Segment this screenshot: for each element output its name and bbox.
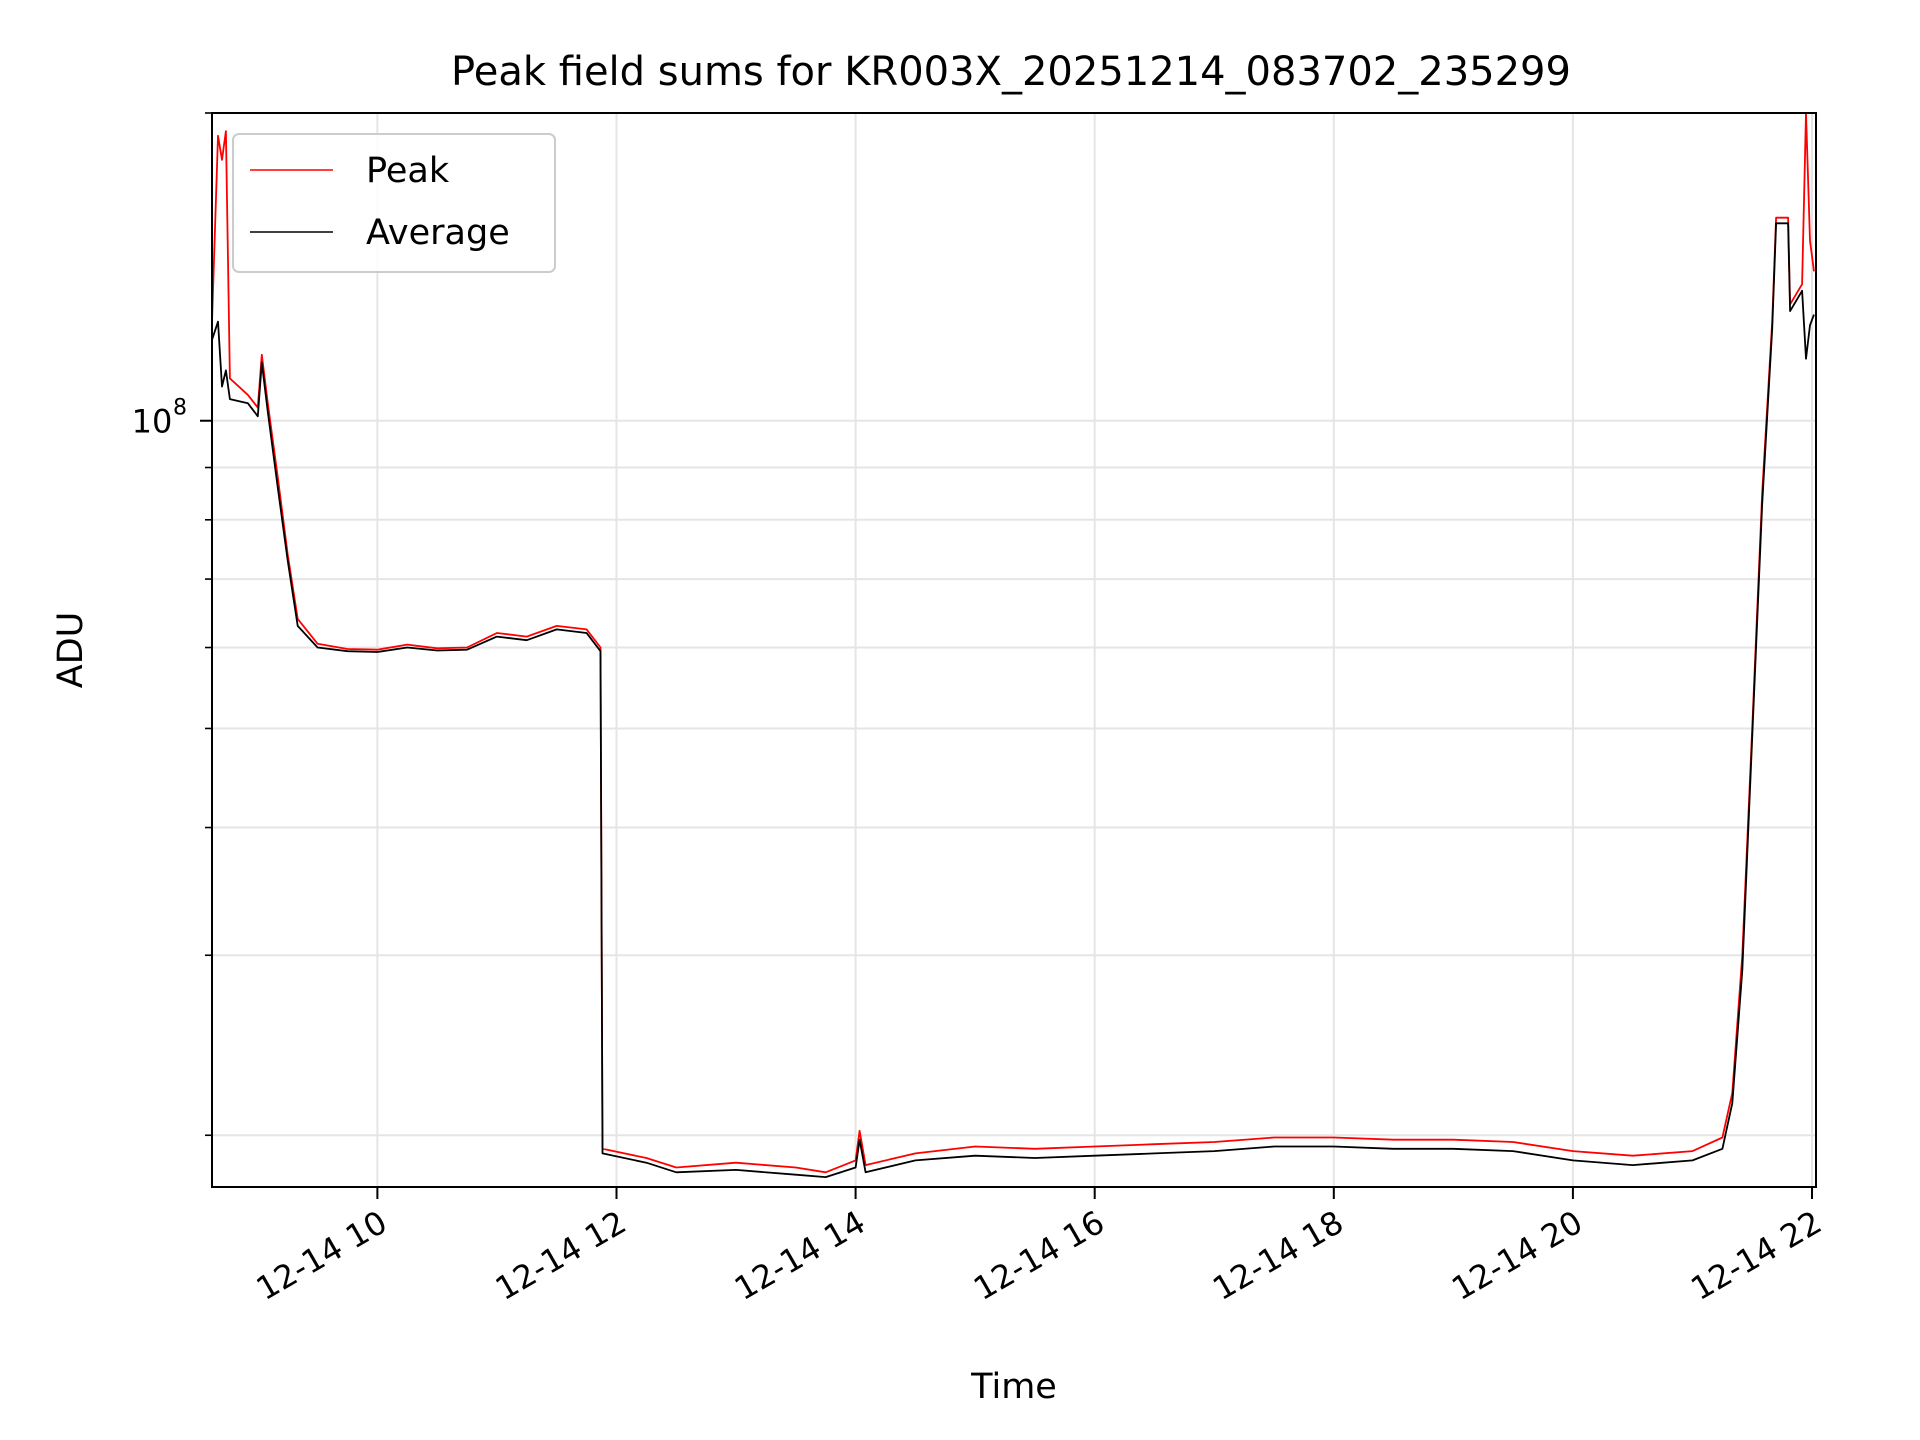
grid	[212, 112, 1816, 1187]
plot-area	[212, 113, 1816, 1187]
y-tick-label: 10	[132, 403, 173, 441]
series-line-average	[211, 222, 1815, 1178]
legend-box	[232, 133, 556, 273]
legend: Peak Average	[232, 133, 556, 273]
series-lines	[211, 112, 1815, 1178]
y-axis-label: ADU	[51, 612, 91, 689]
y-axis: 10 8	[132, 112, 212, 1137]
plot-frame	[211, 112, 1817, 1188]
legend-label-peak: Peak	[366, 151, 450, 191]
x-axis-label: Time	[970, 1367, 1057, 1407]
chart-title: Peak field sums for KR003X_20251214_0837…	[451, 49, 1571, 95]
legend-label-average: Average	[366, 213, 510, 253]
y-tick-label-exponent: 8	[173, 396, 187, 421]
